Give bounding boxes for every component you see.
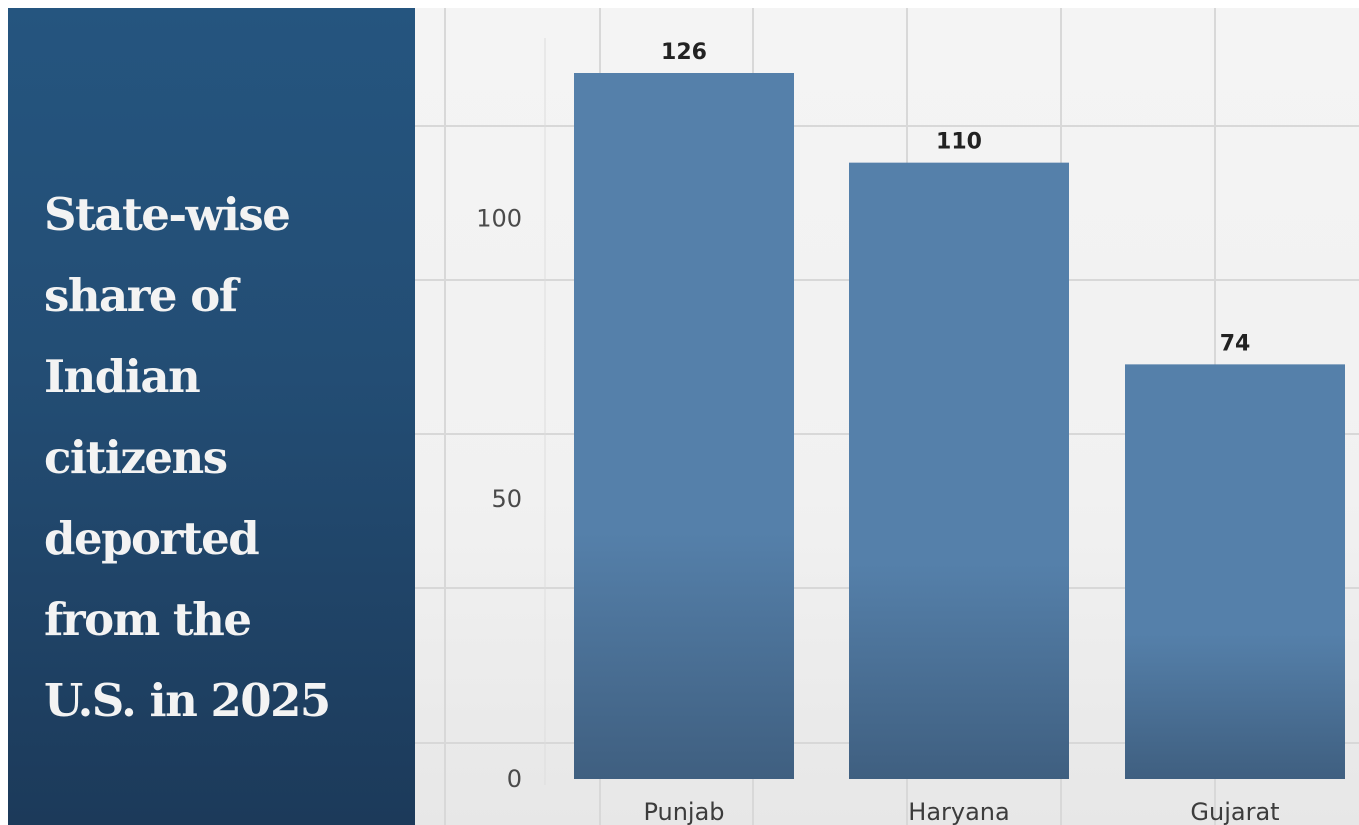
title-panel: State-wise share of Indian citizens depo…	[8, 8, 415, 825]
x-tick-label: Haryana	[908, 798, 1009, 825]
bar-chart: 0 50 100 126 Punjab 110 Haryana 74 Gujarat	[415, 8, 1359, 825]
data-label: 74	[1220, 331, 1251, 356]
plot-area: 0 50 100 126 Punjab 110 Haryana 74 Gujarat	[415, 8, 1359, 825]
data-label: 126	[661, 40, 707, 65]
y-tick-label: 100	[476, 205, 522, 233]
x-tick-label: Punjab	[643, 798, 724, 825]
bar-punjab	[574, 73, 794, 779]
y-tick-label: 0	[507, 765, 522, 793]
x-tick-label: Gujarat	[1190, 798, 1279, 825]
data-label: 110	[936, 130, 982, 155]
y-tick-label: 50	[491, 485, 522, 513]
bar-gujarat	[1125, 364, 1345, 779]
bar-haryana	[849, 162, 1069, 780]
chart-title: State-wise share of Indian citizens depo…	[44, 188, 331, 727]
